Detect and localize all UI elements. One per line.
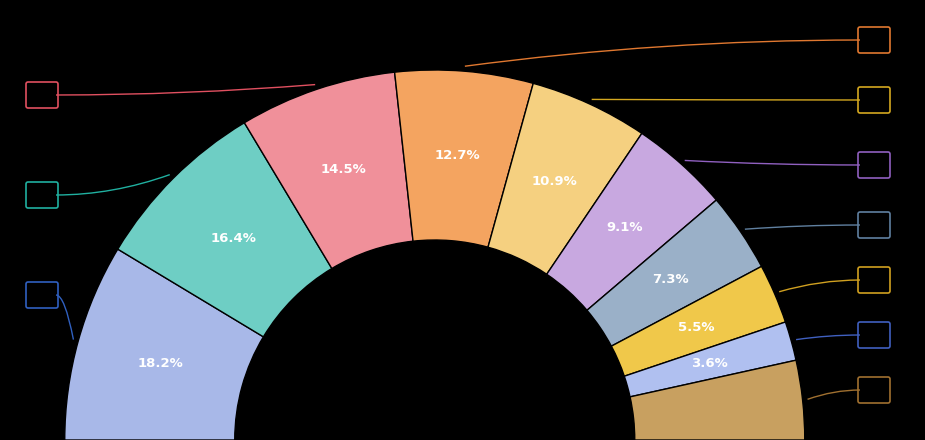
Text: 7.3%: 7.3%	[652, 273, 689, 286]
Text: 9.1%: 9.1%	[607, 221, 643, 234]
Wedge shape	[244, 72, 413, 268]
Wedge shape	[624, 322, 796, 397]
Wedge shape	[611, 266, 785, 376]
Wedge shape	[395, 70, 533, 247]
Wedge shape	[117, 123, 332, 337]
Text: 3.6%: 3.6%	[691, 357, 728, 370]
Wedge shape	[488, 83, 642, 274]
Wedge shape	[630, 360, 805, 440]
Text: 14.5%: 14.5%	[321, 163, 366, 176]
Text: 16.4%: 16.4%	[210, 232, 256, 245]
Text: 5.5%: 5.5%	[678, 321, 715, 334]
Text: 18.2%: 18.2%	[137, 357, 183, 370]
Text: 10.9%: 10.9%	[531, 175, 577, 187]
Wedge shape	[65, 249, 264, 440]
Text: 12.7%: 12.7%	[435, 150, 480, 162]
Wedge shape	[547, 133, 716, 310]
Wedge shape	[587, 200, 761, 346]
